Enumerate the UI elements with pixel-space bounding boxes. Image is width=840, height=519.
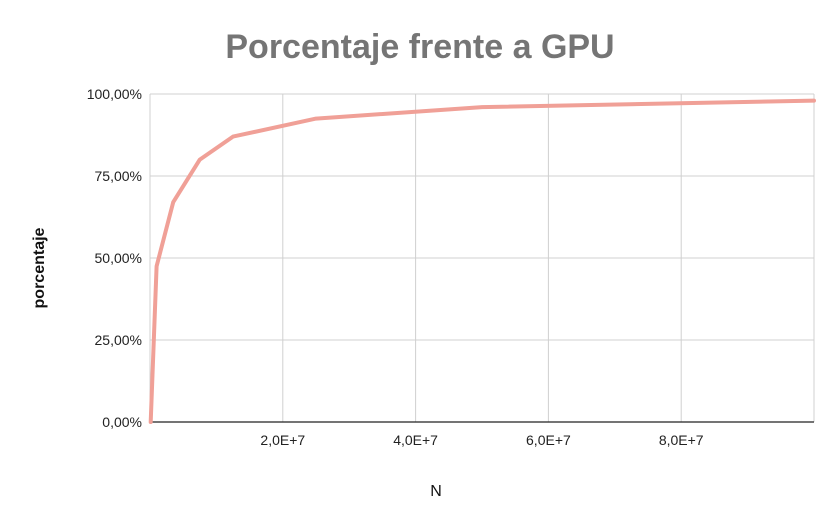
series-lines [148, 98, 816, 424]
y-axis-label: porcentaje [31, 227, 48, 308]
x-axis-label: N [430, 483, 442, 500]
y-tick-label: 0,00% [102, 414, 142, 430]
x-tick-label: 6,0E+7 [526, 432, 571, 448]
y-tick-label: 25,00% [95, 332, 142, 348]
y-tick-label: 75,00% [95, 168, 142, 184]
y-tick-labels: 0,00% 25,00% 50,00% 75,00% 100,00% [87, 86, 142, 430]
y-tick-label: 50,00% [95, 250, 142, 266]
x-tick-labels: 2,0E+7 4,0E+7 6,0E+7 8,0E+7 [260, 432, 703, 448]
x-tick-label: 8,0E+7 [659, 432, 704, 448]
x-tick-label: 2,0E+7 [260, 432, 305, 448]
grid-lines [150, 93, 815, 422]
chart-title: Porcentaje frente a GPU [225, 28, 614, 66]
x-tick-label: 4,0E+7 [393, 432, 438, 448]
axes [149, 94, 814, 423]
y-tick-label: 100,00% [87, 86, 142, 102]
series-line [148, 98, 816, 424]
